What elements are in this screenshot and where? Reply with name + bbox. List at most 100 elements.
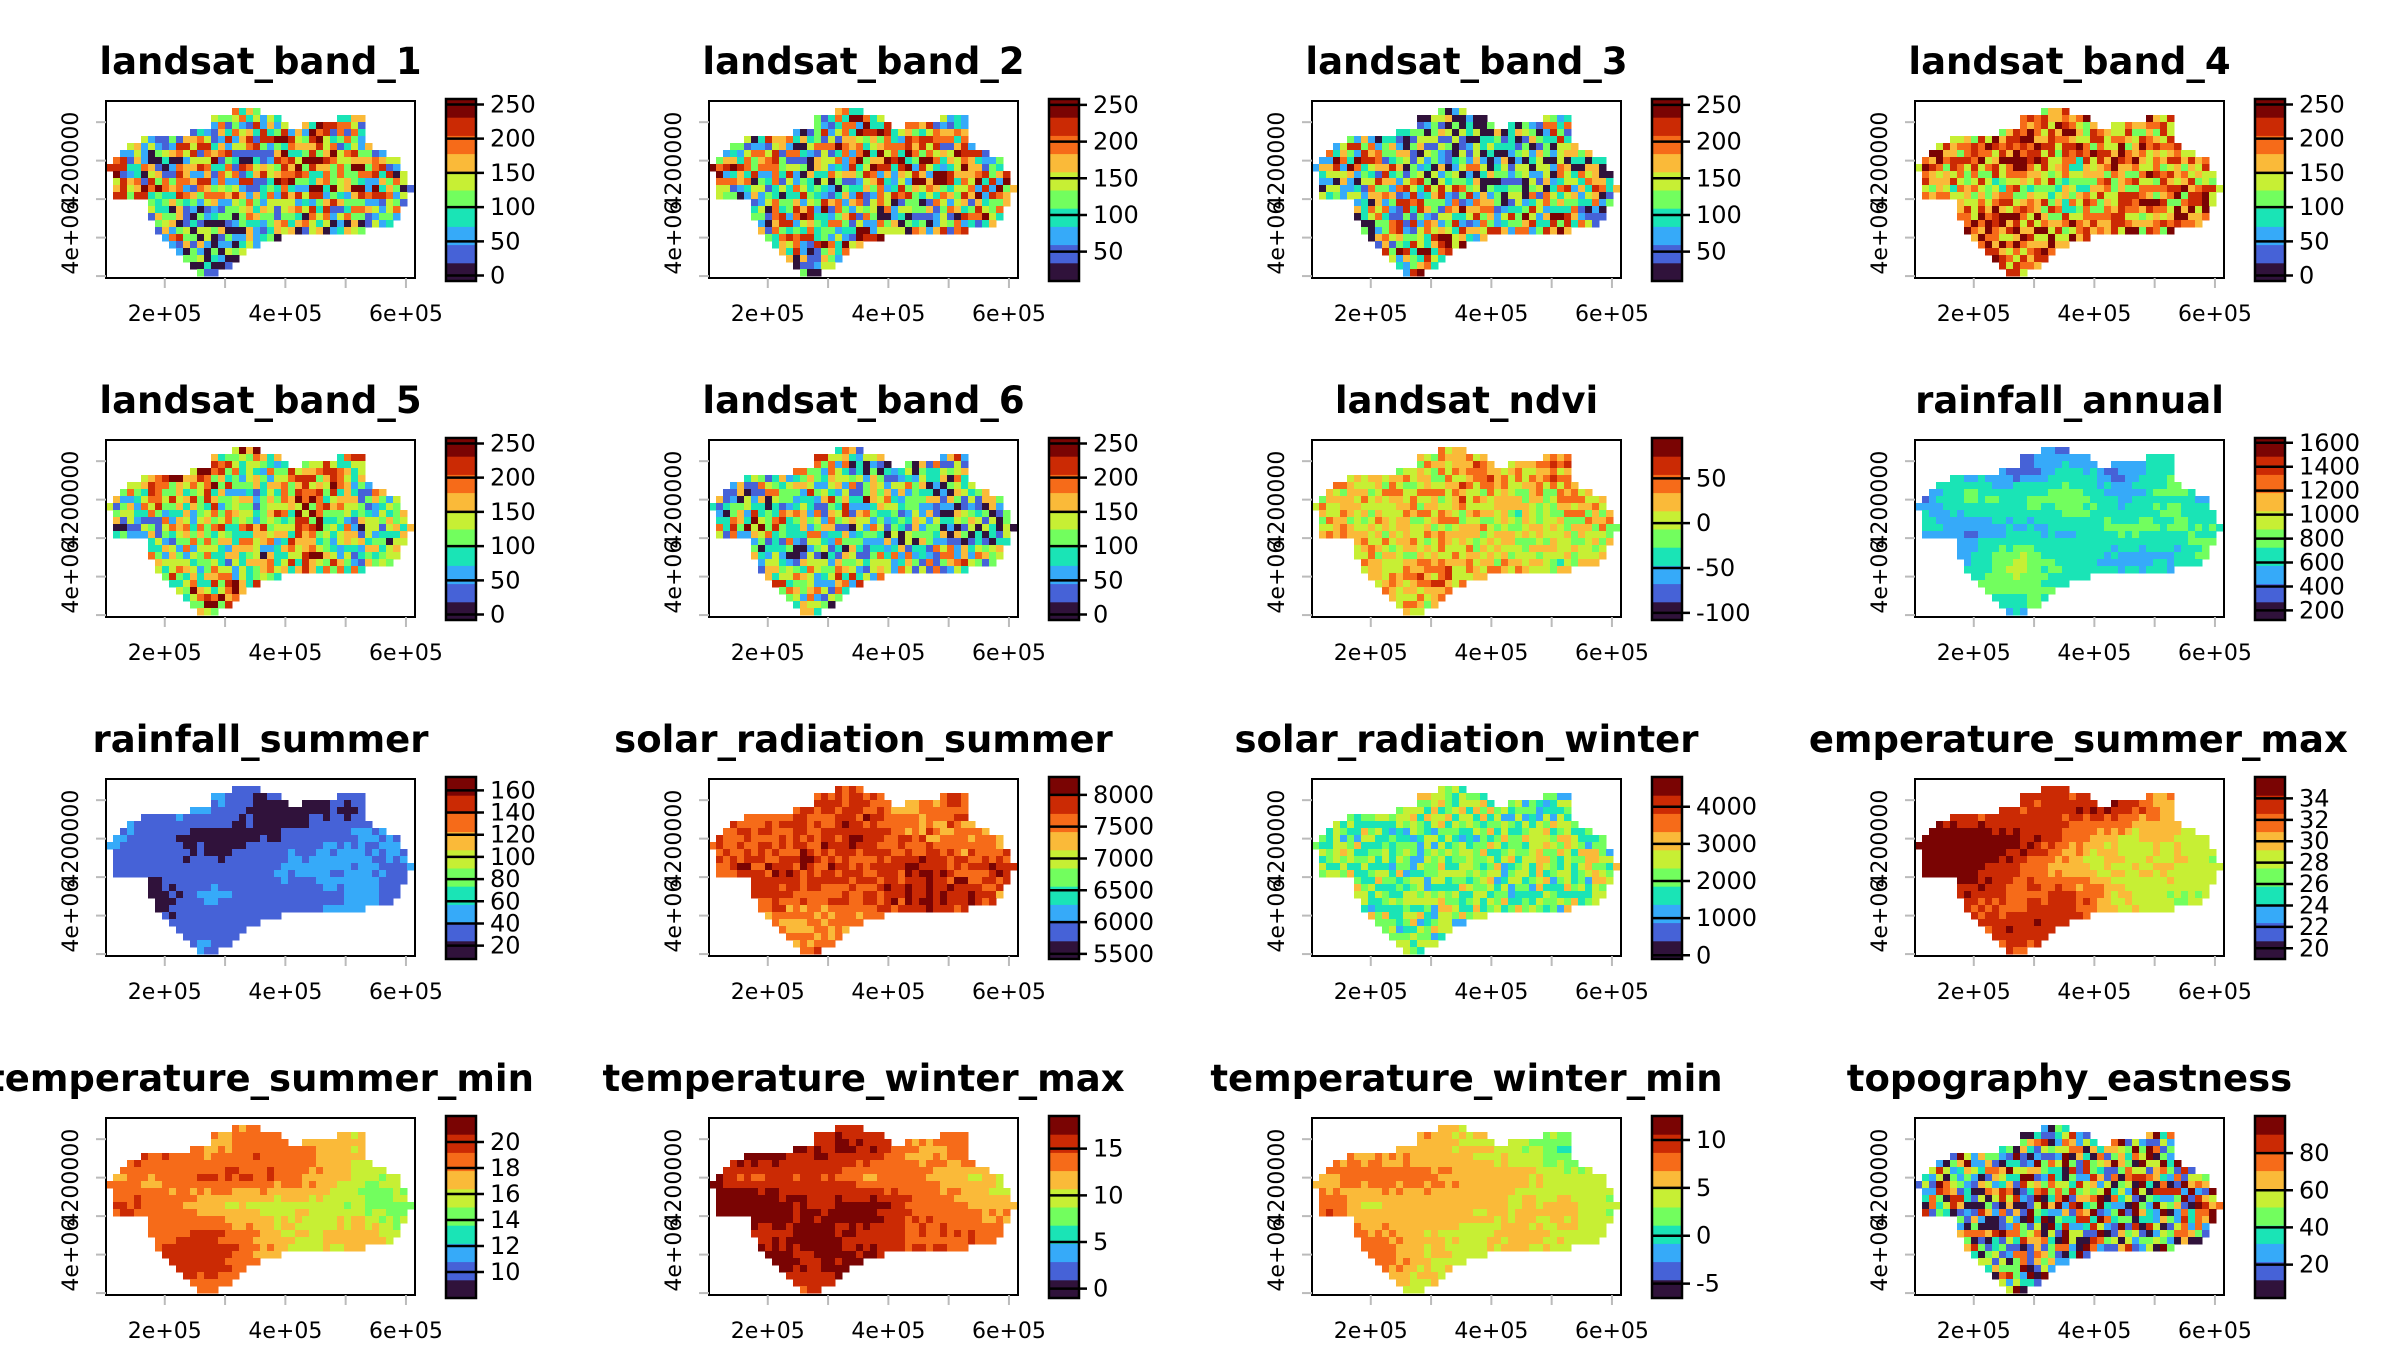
raster-cell <box>1585 171 1593 179</box>
raster-cell <box>218 559 226 567</box>
raster-cell <box>176 171 184 179</box>
raster-cell <box>274 461 282 469</box>
raster-cell <box>912 171 920 179</box>
raster-cell <box>982 510 990 518</box>
raster-cell <box>1480 552 1488 560</box>
raster-cell <box>309 566 317 574</box>
raster-cell <box>1368 185 1376 193</box>
raster-cell <box>1466 150 1474 158</box>
raster-cell <box>912 468 920 476</box>
raster-cell <box>1410 559 1418 567</box>
raster-cell <box>2069 234 2077 242</box>
raster-cell <box>1368 503 1376 511</box>
raster-cell <box>2160 468 2168 476</box>
raster-cell <box>982 206 990 214</box>
raster-cell <box>197 524 205 532</box>
raster-cell <box>393 531 401 539</box>
raster-cell <box>211 143 219 151</box>
raster-cell <box>1480 475 1488 483</box>
raster-cell <box>1522 468 1530 476</box>
raster-cell <box>842 552 850 560</box>
raster-cell <box>933 178 941 186</box>
raster-cell <box>905 220 913 228</box>
raster-cell <box>877 115 885 123</box>
raster-cell <box>1438 461 1446 469</box>
raster-cell <box>905 496 913 504</box>
raster-cell <box>912 185 920 193</box>
raster-cell <box>884 475 892 483</box>
raster-cell <box>1508 178 1516 186</box>
raster-cell <box>1599 524 1607 532</box>
raster-cell <box>2013 136 2021 144</box>
raster-cell <box>1003 531 1011 539</box>
raster-cell <box>1368 220 1376 228</box>
raster-cell <box>1564 454 1572 462</box>
raster-cell <box>225 262 233 270</box>
raster-cell <box>1403 234 1411 242</box>
raster-cell <box>1943 157 1951 165</box>
raster-cell <box>1333 178 1341 186</box>
raster-cell <box>2132 129 2140 137</box>
raster-cell <box>856 192 864 200</box>
raster-cell <box>1536 517 1544 525</box>
raster-cell <box>309 559 317 567</box>
raster-cell <box>2160 213 2168 221</box>
raster-cell <box>1550 489 1558 497</box>
raster-cell <box>1396 227 1404 235</box>
raster-cell <box>905 129 913 137</box>
raster-cell <box>1452 178 1460 186</box>
raster-cell <box>253 545 261 553</box>
raster-cell <box>169 503 177 511</box>
raster-cell <box>358 496 366 504</box>
raster-cell <box>1424 594 1432 602</box>
raster-cell <box>1354 503 1362 511</box>
raster-cell <box>891 489 899 497</box>
raster-cell <box>295 496 303 504</box>
raster-cell <box>274 524 282 532</box>
raster-cell <box>2048 241 2056 249</box>
raster-cell <box>2034 234 2042 242</box>
raster-cell <box>1410 573 1418 581</box>
raster-cell <box>218 122 226 130</box>
raster-cell <box>260 150 268 158</box>
raster-cell <box>1480 503 1488 511</box>
raster-cell <box>211 531 219 539</box>
raster-cell <box>2181 199 2189 207</box>
raster-cell <box>1417 143 1425 151</box>
raster-cell <box>365 552 373 560</box>
raster-cell <box>821 234 829 242</box>
raster-cell <box>947 524 955 532</box>
raster-cell <box>1326 150 1334 158</box>
raster-cell <box>1340 517 1348 525</box>
raster-cell <box>1459 122 1467 130</box>
raster-cell <box>1452 108 1460 116</box>
raster-cell <box>351 566 359 574</box>
raster-cell <box>856 185 864 193</box>
raster-cell <box>877 496 885 504</box>
raster-cell <box>1557 461 1565 469</box>
raster-cell <box>176 566 184 574</box>
raster-cell <box>1452 447 1460 455</box>
raster-cell <box>898 524 906 532</box>
raster-cell <box>1340 503 1348 511</box>
raster-cell <box>281 545 289 553</box>
raster-cell <box>2055 157 2063 165</box>
raster-cell <box>1445 192 1453 200</box>
raster-cell <box>1978 199 1986 207</box>
raster-cell <box>1473 573 1481 581</box>
raster-cell <box>1529 157 1537 165</box>
raster-cell <box>1417 115 1425 123</box>
raster-cell <box>933 129 941 137</box>
raster-cell <box>302 192 310 200</box>
raster-cell <box>337 524 345 532</box>
raster-cell <box>751 531 759 539</box>
raster-cell <box>2139 129 2147 137</box>
raster-cell <box>204 248 212 256</box>
raster-cell <box>807 538 815 546</box>
raster-cell <box>1319 171 1327 179</box>
raster-cell <box>183 241 191 249</box>
raster-cell <box>2083 157 2091 165</box>
raster-cell <box>1992 171 2000 179</box>
raster-cell <box>2139 178 2147 186</box>
raster-cell <box>786 510 794 518</box>
